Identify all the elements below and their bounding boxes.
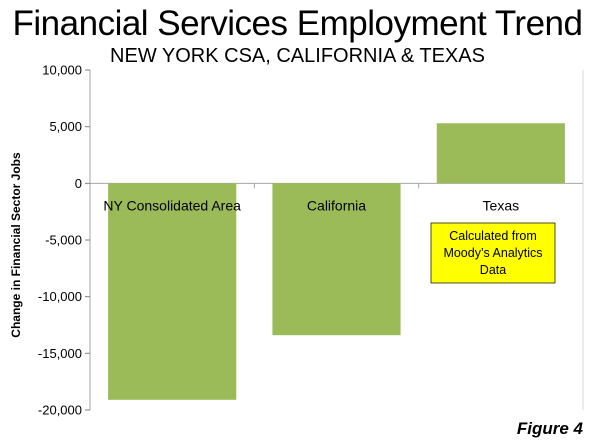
source-note-box (430, 222, 556, 284)
chart-labels: NY Consolidated Area California Texas (103, 197, 519, 213)
y-axis-label: Change in Financial Sector Jobs (9, 152, 23, 338)
source-note-line: Calculated from (449, 229, 537, 243)
category-label: California (307, 197, 366, 213)
page-subtitle: NEW YORK CSA, CALIFORNIA & TEXAS (110, 45, 485, 67)
y-tick-label: 10,000 (42, 63, 82, 78)
y-tick-label: -10,000 (38, 289, 82, 304)
figure-label: Figure 4 (516, 419, 583, 438)
page-title: Financial Services Employment Trend (12, 4, 583, 43)
y-tick-label: -5,000 (45, 233, 82, 248)
bar-texas (436, 123, 565, 184)
bar-ny-consolidated-area (108, 183, 237, 400)
y-tick-label: -20,000 (38, 403, 82, 418)
bar-california (272, 183, 401, 336)
source-note: Calculated from Moody’s Analytics Data (430, 222, 556, 284)
y-tick-label: -15,000 (38, 346, 82, 361)
source-note-line: Data (480, 263, 506, 277)
chart-bars (108, 123, 565, 400)
source-note-line: Moody’s Analytics (443, 246, 542, 260)
category-label: Texas (483, 197, 520, 213)
y-tick-label: 5,000 (49, 119, 82, 134)
category-label: NY Consolidated Area (103, 197, 241, 213)
y-tick-label: 0 (75, 176, 82, 191)
